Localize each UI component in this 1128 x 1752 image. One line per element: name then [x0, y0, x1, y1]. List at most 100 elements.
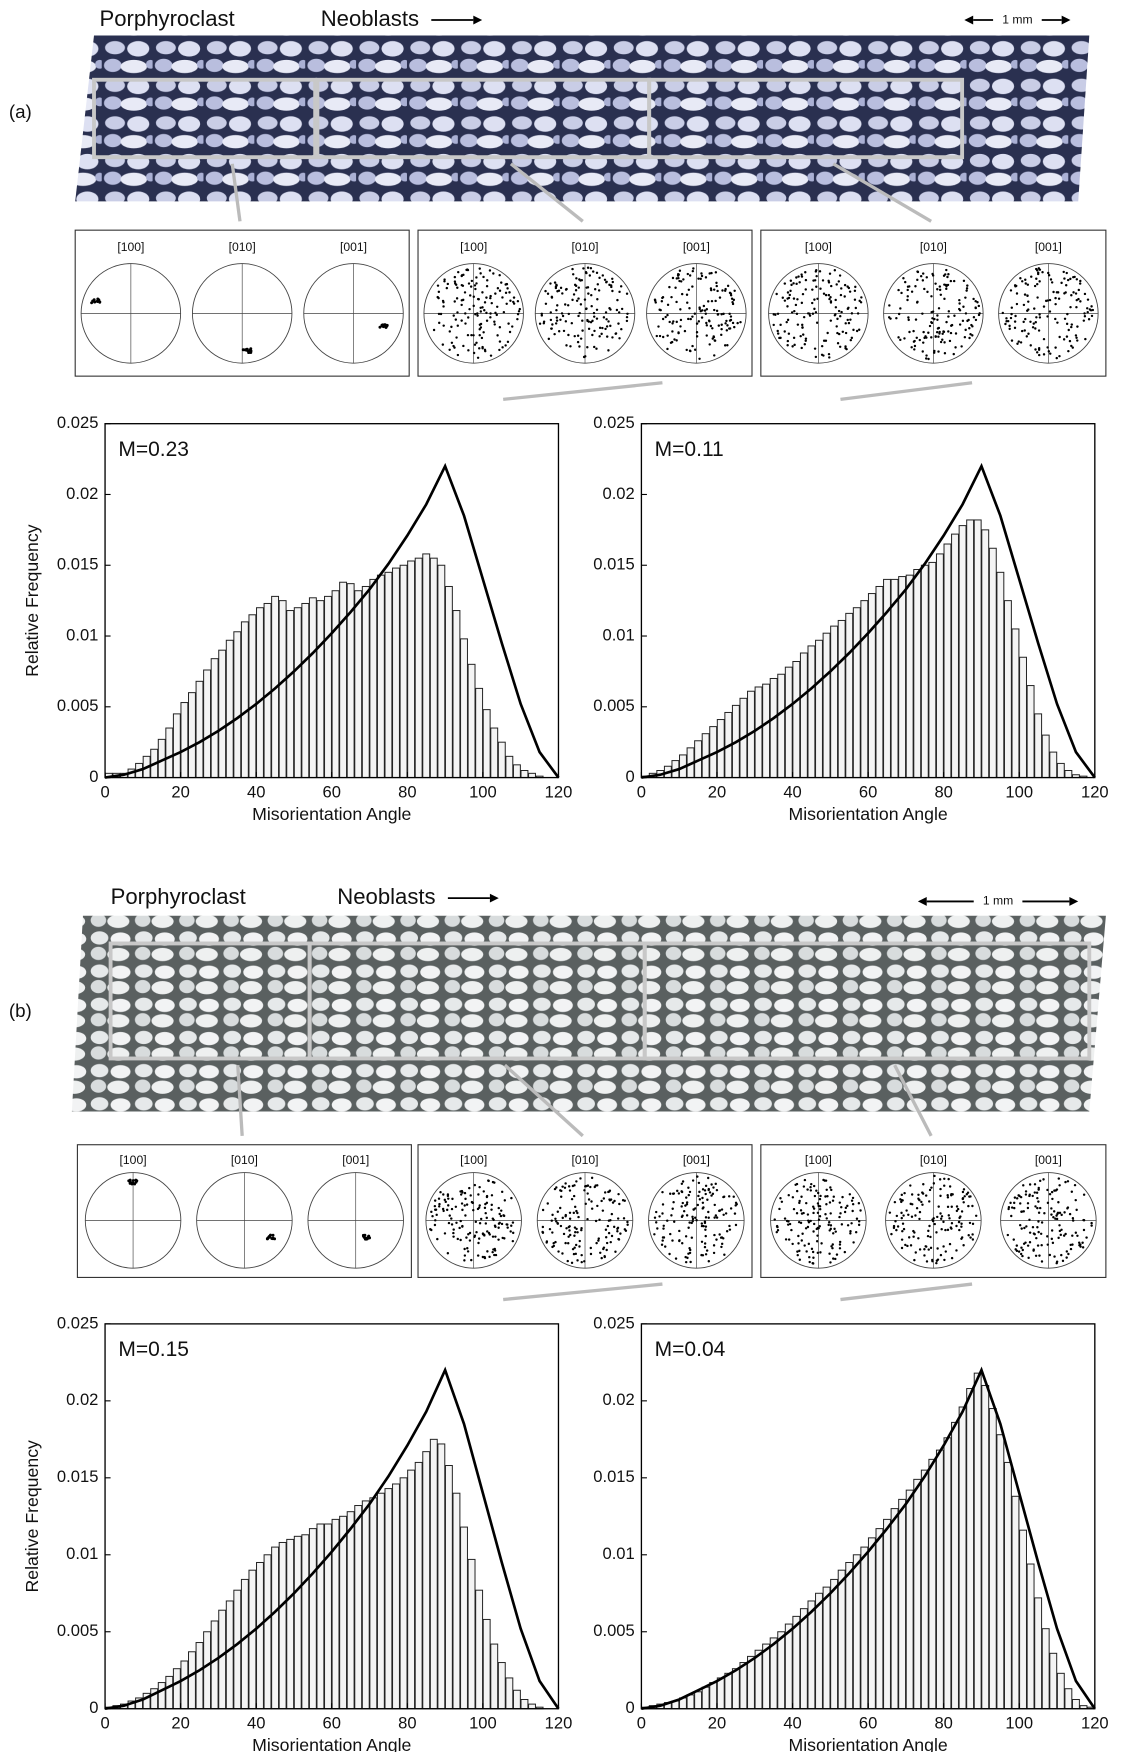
- pole-dot: [816, 1234, 818, 1236]
- pole-dot: [703, 305, 705, 307]
- pole-dot: [1017, 1194, 1019, 1196]
- pole-dot: [858, 1220, 860, 1222]
- bar: [302, 1535, 309, 1709]
- pole-dot: [916, 279, 918, 281]
- bar: [755, 1650, 762, 1708]
- pole-dot: [135, 1181, 138, 1184]
- pole-dot: [1020, 341, 1022, 343]
- pole-dot: [494, 312, 496, 314]
- pole-dot: [1087, 298, 1089, 300]
- pole-dot: [692, 1179, 694, 1181]
- pole-dot: [464, 291, 466, 293]
- bar: [944, 1438, 951, 1709]
- pole-dot: [573, 1212, 575, 1214]
- pole-dot: [713, 336, 715, 338]
- pole-dot: [855, 307, 857, 309]
- pole-dot: [464, 1198, 466, 1200]
- bar: [513, 765, 520, 778]
- pole-dot: [1035, 1255, 1037, 1257]
- pole-dot: [497, 1227, 499, 1229]
- pole-dot: [1027, 333, 1029, 335]
- pole-dot: [1072, 291, 1074, 293]
- pole-dot: [686, 301, 688, 303]
- pole-dot: [612, 281, 614, 283]
- pole-dot: [839, 1212, 841, 1214]
- pole-dot: [692, 267, 694, 269]
- pole-dot: [564, 1242, 566, 1244]
- pole-dot: [486, 1250, 488, 1252]
- pole-dot: [462, 299, 464, 301]
- pole-dot: [556, 319, 558, 321]
- pole-dot: [1030, 275, 1032, 277]
- pole-dot: [829, 272, 831, 274]
- pole-dot: [543, 322, 545, 324]
- bar: [778, 674, 785, 777]
- pole-dot: [696, 335, 698, 337]
- pole-dot: [595, 1242, 597, 1244]
- pole-dot: [845, 348, 847, 350]
- pole-dot: [839, 274, 841, 276]
- pole-dot: [829, 1261, 831, 1263]
- pole-dot: [940, 341, 942, 343]
- pole-dot: [807, 1226, 809, 1228]
- pole-dot: [682, 1180, 684, 1182]
- bar: [287, 1539, 294, 1708]
- bar: [340, 1516, 347, 1708]
- pole-dot: [830, 1224, 832, 1226]
- pole-dot: [572, 1185, 574, 1187]
- pole-dot: [593, 330, 595, 332]
- pole-dot: [609, 308, 611, 310]
- pole-dot: [936, 314, 938, 316]
- pole-dot: [692, 1220, 694, 1222]
- pole-dot: [901, 1238, 903, 1240]
- pole-dot: [444, 1199, 446, 1201]
- pole-dot: [817, 1192, 819, 1194]
- pole-dot: [551, 1231, 553, 1233]
- pole-dot: [482, 331, 484, 333]
- pole-dot: [1020, 1211, 1022, 1213]
- pole-dot: [661, 1244, 663, 1246]
- pole-dot: [1023, 1243, 1025, 1245]
- pole-dot: [482, 276, 484, 278]
- pole-dot: [491, 302, 493, 304]
- pole-dot: [833, 1228, 835, 1230]
- pole-dot: [689, 1261, 691, 1263]
- bar: [393, 568, 400, 777]
- pole-dot: [365, 1237, 368, 1240]
- pole-dot: [835, 1230, 837, 1232]
- pole-dot: [1083, 1229, 1085, 1231]
- pole-dot: [565, 344, 567, 346]
- pole-dot: [670, 1214, 672, 1216]
- pole-label: [001]: [342, 1153, 369, 1167]
- pole-dot: [1063, 338, 1065, 340]
- pole-dot: [473, 352, 475, 354]
- pole-dot: [498, 274, 500, 276]
- pole-dot: [814, 1195, 816, 1197]
- pole-dot: [555, 1186, 557, 1188]
- pole-dot: [626, 320, 628, 322]
- bar: [498, 1663, 505, 1709]
- pole-dot: [470, 1259, 472, 1261]
- bar: [309, 598, 316, 778]
- pole-dot: [933, 1182, 935, 1184]
- pole-dot: [835, 325, 837, 327]
- pole-dot: [605, 1249, 607, 1251]
- arrow-head: [918, 897, 927, 906]
- chart: 02040608010012000.0050.010.0150.020.025M…: [593, 1313, 1108, 1752]
- pole-dot: [914, 1214, 916, 1216]
- pole-dot: [704, 1222, 706, 1224]
- pole-dot: [724, 290, 726, 292]
- pole-dot: [607, 349, 609, 351]
- bar: [249, 1570, 256, 1709]
- pole-dot: [554, 1218, 556, 1220]
- pole-dot: [562, 1217, 564, 1219]
- pole-dot: [587, 267, 589, 269]
- pole-dot: [673, 1221, 675, 1223]
- pole-dot: [708, 1217, 710, 1219]
- pole-dot: [668, 286, 670, 288]
- pole-dot: [947, 1206, 949, 1208]
- pole-dot: [477, 1242, 479, 1244]
- pole-dot: [787, 1220, 789, 1222]
- pole-dot: [593, 312, 595, 314]
- bar: [317, 601, 324, 778]
